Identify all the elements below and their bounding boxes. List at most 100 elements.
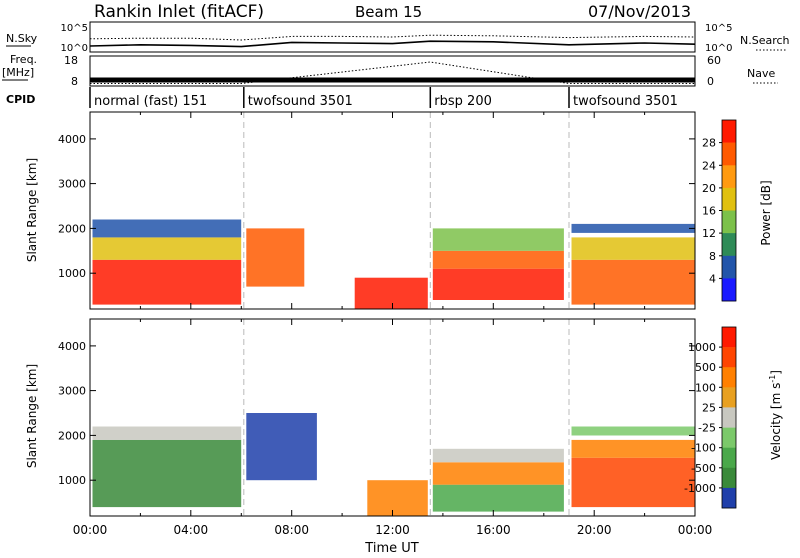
heat-region [571, 439, 695, 458]
power-panel-frame [89, 111, 696, 310]
x-tick-label: 00:00 [678, 523, 713, 537]
velocity-colorbar-label: Velocity [m s-1] [768, 370, 783, 460]
heat-region [571, 237, 695, 260]
heat-region [571, 426, 695, 436]
colorbar-swatch [722, 487, 736, 509]
colorbar-swatch [722, 120, 736, 143]
colorbar-tick-label: 1000 [688, 341, 716, 354]
colorbar-tick-label: 24 [702, 159, 716, 172]
colorbar-swatch [722, 327, 736, 348]
colorbar-tick-label: 25 [702, 401, 716, 414]
heat-region [92, 426, 242, 440]
colorbar-tick-label: -25 [698, 422, 716, 435]
cpid-label: CPID [6, 93, 35, 106]
colorbar-swatch [722, 233, 736, 256]
y-tick-label: 4000 [58, 340, 86, 353]
colorbar-swatch [722, 165, 736, 189]
freq-panel: 18 8 60 0 [64, 54, 721, 88]
heat-region [92, 237, 242, 260]
x-tick-label: 16:00 [476, 523, 511, 537]
nsky-label: N.Sky [6, 32, 38, 45]
beam-label: Beam 15 [355, 3, 422, 21]
nsearch-label: N.Search [740, 34, 790, 47]
velocity-colorbar-label-main: Velocity [m s [769, 383, 783, 460]
colorbar-tick-label: -100 [691, 442, 716, 455]
cpid-segment-label: rbsp 200 [434, 94, 492, 109]
colorbar-swatch [722, 187, 736, 211]
heat-region [92, 219, 242, 238]
colorbar-tick-label: 100 [695, 381, 716, 394]
freq-right-tick-bottom: 0 [707, 75, 714, 88]
colorbar-tick-label: 12 [702, 227, 716, 240]
colorbar-tick-label: 500 [695, 361, 716, 374]
y-tick-label: 1000 [58, 474, 86, 487]
heat-region [432, 250, 564, 269]
velocity-colorbar-label-end: ] [769, 370, 783, 375]
cpid-strip: normal (fast) 151 twofsound 3501 rbsp 200 t… [89, 87, 678, 109]
heat-region [432, 484, 564, 512]
y-tick-label: 4000 [58, 133, 86, 146]
colorbar-tick-label: 16 [702, 205, 716, 218]
colorbar-swatch [722, 278, 736, 302]
date-label: 07/Nov/2013 [588, 2, 691, 21]
velocity-panel: 1000 2000 3000 4000 00:00 04:00 08:00 12:00 16:0… [25, 318, 783, 556]
x-tick-label: 20:00 [577, 523, 612, 537]
power-colorbar-label: Power [dB] [759, 180, 773, 245]
noise-series-nsearch [89, 34, 696, 41]
cpid-segment-label: twofsound 3501 [573, 94, 678, 109]
y-tick-label: 3000 [58, 385, 86, 398]
colorbar-swatch [722, 407, 736, 428]
noise-right-tick-top: 10^5 [705, 23, 732, 34]
heat-region [246, 228, 305, 287]
colorbar-tick-label: 28 [702, 137, 716, 150]
noise-panel-frame [89, 21, 696, 53]
colorbar-tick-label: 20 [702, 182, 716, 195]
heat-region [571, 457, 695, 508]
heat-region [432, 228, 564, 251]
power-panel: 1000 2000 3000 4000 Slant Range [km] 28 24 20… [25, 111, 773, 310]
colorbar-swatch [722, 387, 736, 408]
heat-region [432, 268, 564, 300]
y-tick-label: 2000 [58, 429, 86, 442]
colorbar-swatch [722, 255, 736, 279]
freq-panel-frame [89, 55, 696, 87]
cpid-segment-label: normal (fast) 151 [94, 94, 207, 109]
y-tick-label: 2000 [58, 222, 86, 235]
colorbar-tick-label: -500 [691, 462, 716, 475]
freq-label-line1: Freq. [10, 53, 37, 66]
heat-region [571, 259, 695, 305]
colorbar-swatch [722, 347, 736, 368]
power-ylabel: Slant Range [km] [25, 158, 39, 262]
freq-left-tick-top: 18 [64, 54, 78, 67]
freq-left-tick-bottom: 8 [71, 75, 78, 88]
freq-label-line2: [MHz] [2, 66, 34, 79]
noise-left-tick-bottom: 10^0 [61, 43, 88, 54]
velocity-ylabel: Slant Range [km] [25, 364, 39, 468]
x-tick-label: 08:00 [274, 523, 309, 537]
noise-right-tick-bottom: 10^0 [705, 43, 732, 54]
cpid-segment-label: twofsound 3501 [248, 94, 353, 109]
station-title: Rankin Inlet (fitACF) [94, 2, 264, 22]
heat-region [246, 413, 317, 481]
heat-region [571, 223, 695, 233]
colorbar-swatch [722, 210, 736, 234]
x-axis-label: Time UT [364, 541, 418, 554]
colorbar-swatch [722, 467, 736, 489]
heat-region [367, 480, 428, 516]
heat-region [432, 448, 564, 463]
freq-right-tick-top: 60 [707, 54, 721, 67]
x-tick-label: 00:00 [73, 523, 108, 537]
colorbar-tick-label: 8 [709, 250, 716, 263]
colorbar-swatch [722, 142, 736, 166]
y-tick-label: 1000 [58, 267, 86, 280]
colorbar-swatch [722, 427, 736, 448]
x-tick-label: 12:00 [375, 523, 410, 537]
y-tick-label: 3000 [58, 178, 86, 191]
heat-region [92, 439, 242, 508]
nave-label: Nave [747, 67, 775, 80]
colorbar-tick-label: -1000 [684, 482, 716, 495]
colorbar-swatch [722, 367, 736, 388]
noise-series-nsky [89, 40, 696, 48]
colorbar-tick-label: 4 [709, 272, 716, 285]
